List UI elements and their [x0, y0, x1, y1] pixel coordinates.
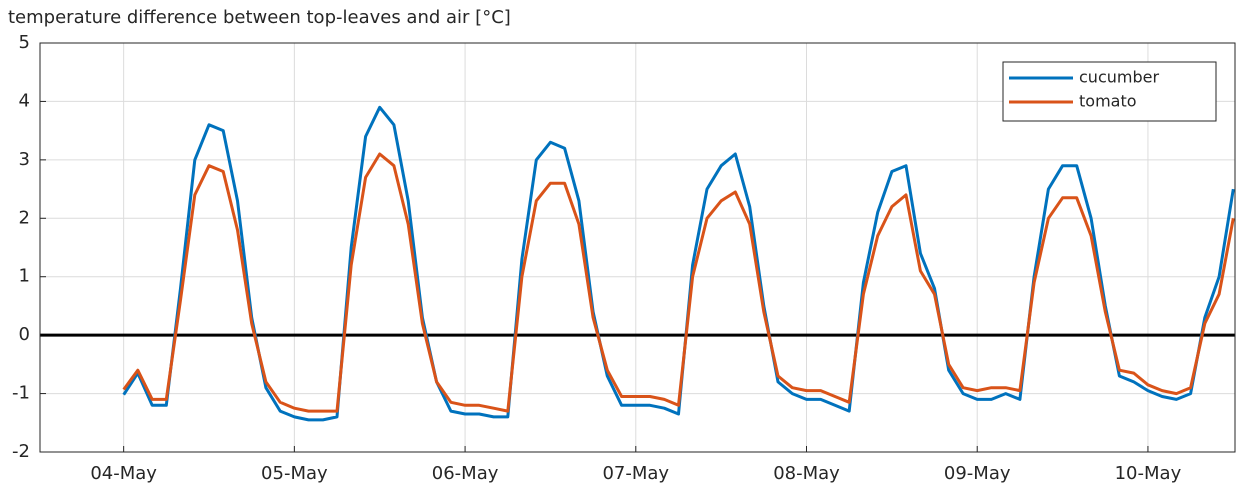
- x-tick-label: 06-May: [432, 463, 499, 484]
- series-line: [122, 105, 1235, 422]
- series-line: [122, 152, 1235, 413]
- axes-box: [39, 42, 1236, 453]
- y-tick-label: 3: [19, 149, 30, 170]
- y-tick-label: 1: [19, 266, 30, 287]
- chart-title: temperature difference between top-leave…: [8, 7, 511, 28]
- x-tick-label: 05-May: [261, 463, 328, 484]
- y-tick-label: 5: [19, 32, 30, 53]
- x-tick-label: 07-May: [602, 463, 669, 484]
- legend: cucumber tomato: [1002, 61, 1217, 122]
- y-tick-label: 0: [19, 324, 30, 345]
- y-tick-label: -1: [12, 383, 30, 404]
- legend-label: tomato: [1079, 92, 1137, 111]
- y-tick-label: -2: [12, 441, 30, 462]
- x-tick-label: 10-May: [1115, 463, 1182, 484]
- legend-label: cucumber: [1079, 68, 1159, 87]
- y-tick-label: 4: [19, 90, 30, 111]
- y-tick-label: 2: [19, 207, 30, 228]
- legend-box: [1002, 61, 1217, 122]
- x-tick-label: 04-May: [90, 463, 157, 484]
- x-tick-label: 08-May: [773, 463, 840, 484]
- x-tick-label: 09-May: [944, 463, 1011, 484]
